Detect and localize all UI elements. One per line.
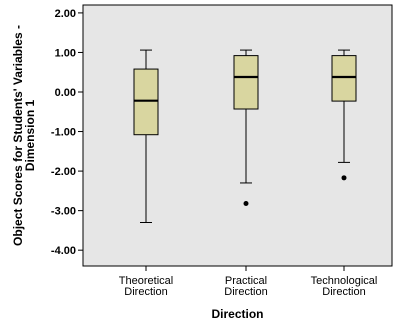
y-tick-label: -1.00 [51, 127, 76, 139]
y-tick-label: -4.00 [51, 245, 76, 257]
y-tick-label: -2.00 [51, 166, 76, 178]
box-group [331, 49, 357, 181]
y-tick-label: 1.00 [55, 47, 76, 59]
y-axis-title: Object Scores for Students' Variables -D… [11, 25, 37, 246]
y-axis: 2.00 1.00 0.00 -1.00 -2.00 -3.00 -4.00 [51, 8, 83, 257]
box-iqr [331, 55, 357, 102]
box-group [233, 49, 259, 207]
x-tick-label: Technological [311, 275, 378, 287]
boxes [133, 49, 357, 223]
y-tick-label: -3.00 [51, 206, 76, 218]
x-tick-label: Direction [124, 286, 167, 298]
y-tick-label: 0.00 [55, 87, 76, 99]
x-axis: TheoreticalDirectionPracticalDirectionTe… [119, 266, 378, 298]
outlier-point [243, 201, 249, 207]
x-tick-label: Theoretical [119, 275, 173, 287]
box-iqr [133, 68, 159, 136]
box-group [133, 49, 159, 223]
plot-area [82, 4, 393, 267]
x-tick-label: Direction [322, 286, 365, 298]
x-axis-title: Direction [211, 307, 263, 321]
outlier-point [341, 175, 347, 181]
y-axis-title-line: Object Scores for Students' Variables - [11, 25, 25, 246]
y-axis-title-text: Object Scores for Students' Variables -D… [11, 25, 37, 246]
y-tick-label: 2.00 [55, 8, 76, 20]
x-tick-label: Practical [225, 275, 267, 287]
box-iqr [233, 55, 259, 110]
x-tick-label: Direction [224, 286, 267, 298]
y-axis-title-line: Dimension 1 [23, 100, 37, 172]
